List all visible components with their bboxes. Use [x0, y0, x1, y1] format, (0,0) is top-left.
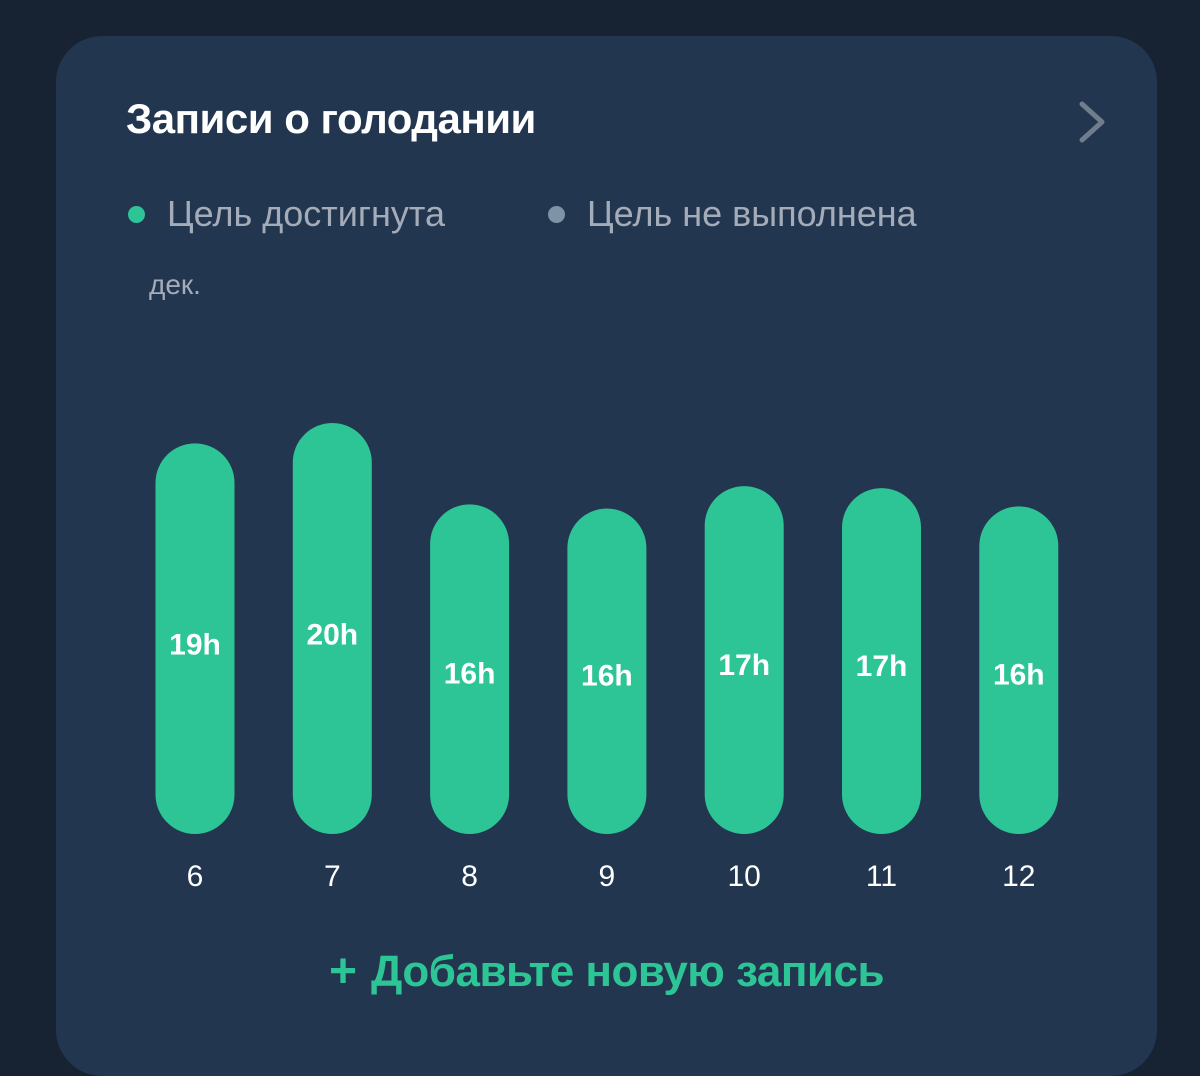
add-entry-button[interactable]: + Добавьте новую запись [56, 948, 1157, 996]
bar-value-label: 17h [718, 649, 770, 682]
x-tick-label: 7 [324, 860, 341, 893]
x-tick-label: 12 [1002, 860, 1035, 893]
bar-day-11[interactable] [842, 488, 921, 834]
x-tick-label: 8 [461, 860, 478, 893]
bar-day-6[interactable] [155, 443, 235, 834]
bar-value-label: 19h [169, 628, 221, 661]
legend-achieved-dot [128, 205, 145, 223]
x-tick-label: 10 [728, 860, 761, 893]
bar-day-7[interactable] [292, 423, 372, 834]
bar-day-10[interactable] [704, 486, 784, 834]
chevron-right-icon[interactable] [1074, 100, 1110, 144]
legend-achieved: Цель достигнута [128, 196, 445, 232]
bar-value-label: 16h [993, 659, 1045, 692]
fasting-records-card: Записи о голодании Цель достигнута Цель … [56, 36, 1157, 1076]
bar-day-8[interactable] [430, 504, 510, 834]
fasting-bar-chart: 19h 6 20h 7 16h 8 16h 9 17h 10 17h 11 16h 12 [155, 423, 1059, 893]
bar-day-9[interactable] [567, 508, 647, 834]
x-tick-label: 9 [599, 860, 616, 893]
bar-value-label: 17h [856, 650, 908, 683]
x-tick-label: 11 [866, 860, 897, 893]
legend-missed-dot [548, 205, 565, 223]
bar-day-12[interactable] [979, 506, 1059, 834]
month-label: дек. [149, 269, 201, 300]
bar-value-label: 16h [581, 660, 633, 693]
legend-achieved-label: Цель достигнута [167, 193, 445, 234]
x-tick-label: 6 [187, 860, 204, 893]
legend-missed: Цель не выполнена [548, 196, 917, 232]
plus-icon: + [329, 945, 358, 998]
bar-value-label: 20h [306, 619, 358, 652]
add-entry-label: Добавьте новую запись [371, 947, 884, 996]
bar-value-label: 16h [444, 658, 496, 691]
legend-missed-label: Цель не выполнена [587, 193, 917, 234]
card-title: Записи о голодании [126, 95, 536, 142]
